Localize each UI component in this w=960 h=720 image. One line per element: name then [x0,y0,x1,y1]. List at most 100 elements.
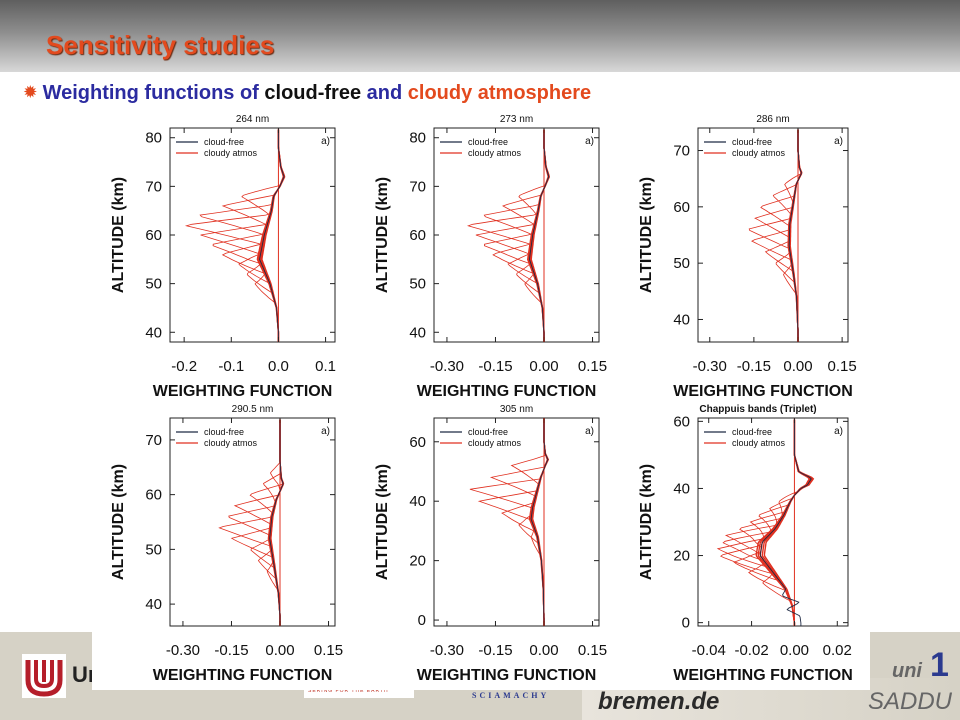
plot-frame [697,417,849,627]
chart-panel: -0.30 -0.15 0.00 0.15 40 50 60 70 290.5 nm a) WEIG… [92,400,357,690]
chart-background [92,400,357,690]
panel-label: a) [321,426,330,437]
y-tick-label: 50 [145,276,162,293]
x-tick-label: -0.15 [737,358,771,375]
subtitle-part-cloudy: cloudy atmosphere [407,82,592,104]
y-tick-label: 60 [145,487,162,504]
panel-label: a) [834,426,843,437]
series-line-cloud-free [759,419,812,626]
sciamachy-logo: SCIAMACHY [472,691,550,700]
legend-label-cloud-free: cloud-free [204,427,244,437]
series-line-cloud-free [529,129,550,342]
saddu-text: SADDU [868,688,953,715]
subtitle-part-1: Weighting functions of [42,82,265,104]
y-tick-label: 50 [409,276,426,293]
chart-background [356,110,621,406]
x-tick-label: 0.0 [268,358,289,375]
logo-number: 1 [930,646,949,684]
y-tick-label: 80 [409,130,426,147]
y-tick-label: 40 [673,311,690,328]
x-tick-label: 0.1 [315,358,336,375]
uni-text: uni [892,660,922,682]
chart-background [620,110,870,406]
plot-frame [169,417,336,627]
y-tick-label: 0 [418,612,426,629]
x-axis-label: WEIGHTING FUNCTION [417,383,597,400]
y-axis-label: ALTITUDE (km) [638,177,655,293]
x-tick-label: -0.30 [430,358,464,375]
series-line-cloud-free [530,418,549,626]
x-axis-label: WEIGHTING FUNCTION [153,383,333,400]
y-axis-label: ALTITUDE (km) [374,177,391,293]
x-tick-label: -0.15 [214,642,248,659]
legend-label-cloudy: cloudy atmos [732,148,786,158]
y-tick-label: 40 [145,596,162,613]
chart-title: 286 nm [756,114,789,125]
panel-label: a) [585,136,594,147]
series-line-cloud-free [259,129,285,342]
y-tick-label: 60 [409,434,426,451]
x-tick-label: -0.15 [478,642,512,659]
x-tick-label: -0.30 [693,358,727,375]
series-line-cloud-free [269,419,284,626]
legend-label-cloud-free: cloud-free [468,137,508,147]
x-tick-label: 0.00 [265,642,294,659]
subtitle-part-and: and [361,82,408,104]
x-tick-label: -0.04 [692,642,726,659]
y-tick-label: 60 [145,227,162,244]
x-axis-label: WEIGHTING FUNCTION [153,667,333,684]
panel-label: a) [834,136,843,147]
x-tick-label: 0.00 [529,642,558,659]
x-tick-label: -0.1 [218,358,244,375]
x-tick-label: -0.30 [166,642,200,659]
y-tick-label: 40 [673,480,690,497]
x-tick-label: 0.15 [828,358,857,375]
chart-panel: -0.30 -0.15 0.00 0.15 40 50 60 70 286 nm a) WEIGHT… [620,110,870,406]
chart-panel: -0.30 -0.15 0.00 0.15 0 20 40 60 305 nm a) WEIGHTI… [356,400,621,690]
partner-logo-text: SERING FOR THE EARTH [308,688,389,694]
y-tick-label: 40 [409,324,426,341]
chart-title: 264 nm [236,114,269,125]
x-tick-label: 0.02 [823,642,852,659]
series-line-cloud-free [788,129,802,342]
y-tick-label: 80 [145,130,162,147]
y-tick-label: 50 [673,255,690,272]
chart-background [92,110,357,406]
legend-label-cloudy: cloudy atmos [204,148,258,158]
sun-bullet-icon: ✹ [24,84,37,101]
legend-label-cloudy: cloudy atmos [732,438,786,448]
chart-title: 305 nm [500,404,533,415]
x-tick-label: 0.15 [314,642,343,659]
y-tick-label: 70 [145,178,162,195]
header-bar [0,0,960,72]
panel-label: a) [321,136,330,147]
y-tick-label: 40 [145,324,162,341]
chart-panel: -0.04 -0.02 0.00 0.02 0 20 40 60 Chappuis bands … [620,400,870,690]
y-tick-label: 70 [145,432,162,449]
chart-title: Chappuis bands (Triplet) [699,404,816,415]
y-tick-label: 20 [409,553,426,570]
y-tick-label: 60 [409,227,426,244]
x-tick-label: 0.00 [783,358,812,375]
chart-panel: -0.2 -0.1 0.0 0.1 40 50 60 70 80 264 nm a) WEIGHTIN… [92,110,357,406]
chart-title: 273 nm [500,114,533,125]
y-axis-label: ALTITUDE (km) [374,464,391,580]
chart-title: 290.5 nm [232,404,274,415]
legend-label-cloud-free: cloud-free [468,427,508,437]
legend-label-cloud-free: cloud-free [732,427,772,437]
plot-frame [697,127,849,343]
chart-panel: -0.30 -0.15 0.00 0.15 40 50 60 70 80 273 nm a) WEIG… [356,110,621,406]
y-tick-label: 60 [673,413,690,430]
x-axis-label: WEIGHTING FUNCTION [673,667,853,684]
x-tick-label: 0.00 [780,642,809,659]
legend-label-cloud-free: cloud-free [732,137,772,147]
y-tick-label: 0 [682,615,690,632]
legend-label-cloudy: cloudy atmos [468,148,522,158]
y-tick-label: 20 [673,548,690,565]
subtitle: ✹ Weighting functions of cloud-free and c… [24,82,591,105]
page-title: Sensitivity studies [46,30,275,60]
y-axis-label: ALTITUDE (km) [110,464,127,580]
plot-frame [433,417,600,627]
x-tick-label: 0.00 [529,358,558,375]
